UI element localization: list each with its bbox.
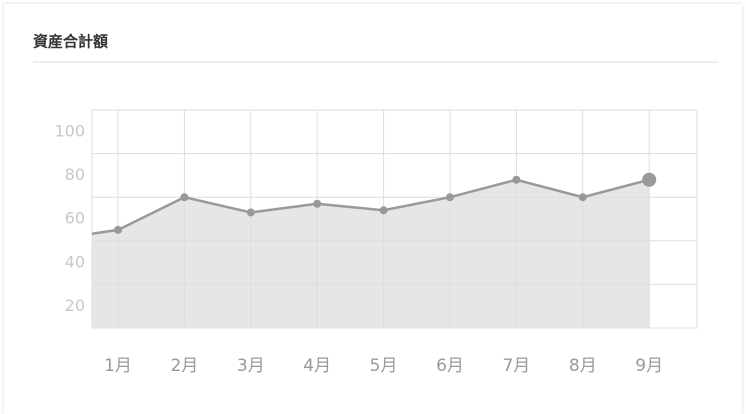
x-tick-label: 4月 [303, 356, 331, 376]
line [91, 178, 650, 235]
x-tick-label: 3月 [237, 356, 265, 376]
x-tick-label: 7月 [502, 356, 530, 376]
y-tick-label: 20 [65, 296, 85, 315]
point [446, 193, 454, 202]
point [114, 225, 122, 234]
point [512, 175, 521, 184]
x-tick-label: 1月 [104, 356, 132, 376]
x-tick-label: 9月 [635, 356, 663, 376]
point [313, 199, 322, 208]
y-tick-label: 40 [65, 252, 85, 271]
chart-title: 資産合計額 [33, 33, 108, 51]
point [180, 193, 189, 202]
point [379, 206, 388, 215]
x-tick-label: 2月 [170, 356, 198, 376]
area [92, 179, 650, 328]
point [246, 208, 255, 217]
y-tick-label: 80 [65, 165, 85, 184]
y-tick-label: 60 [65, 209, 85, 228]
x-tick-label: 6月 [436, 356, 464, 376]
point [642, 172, 657, 187]
y-tick-label: 100 [54, 122, 85, 141]
x-tick-label: 8月 [569, 356, 597, 376]
x-tick-label: 5月 [370, 356, 398, 376]
point [578, 193, 587, 202]
